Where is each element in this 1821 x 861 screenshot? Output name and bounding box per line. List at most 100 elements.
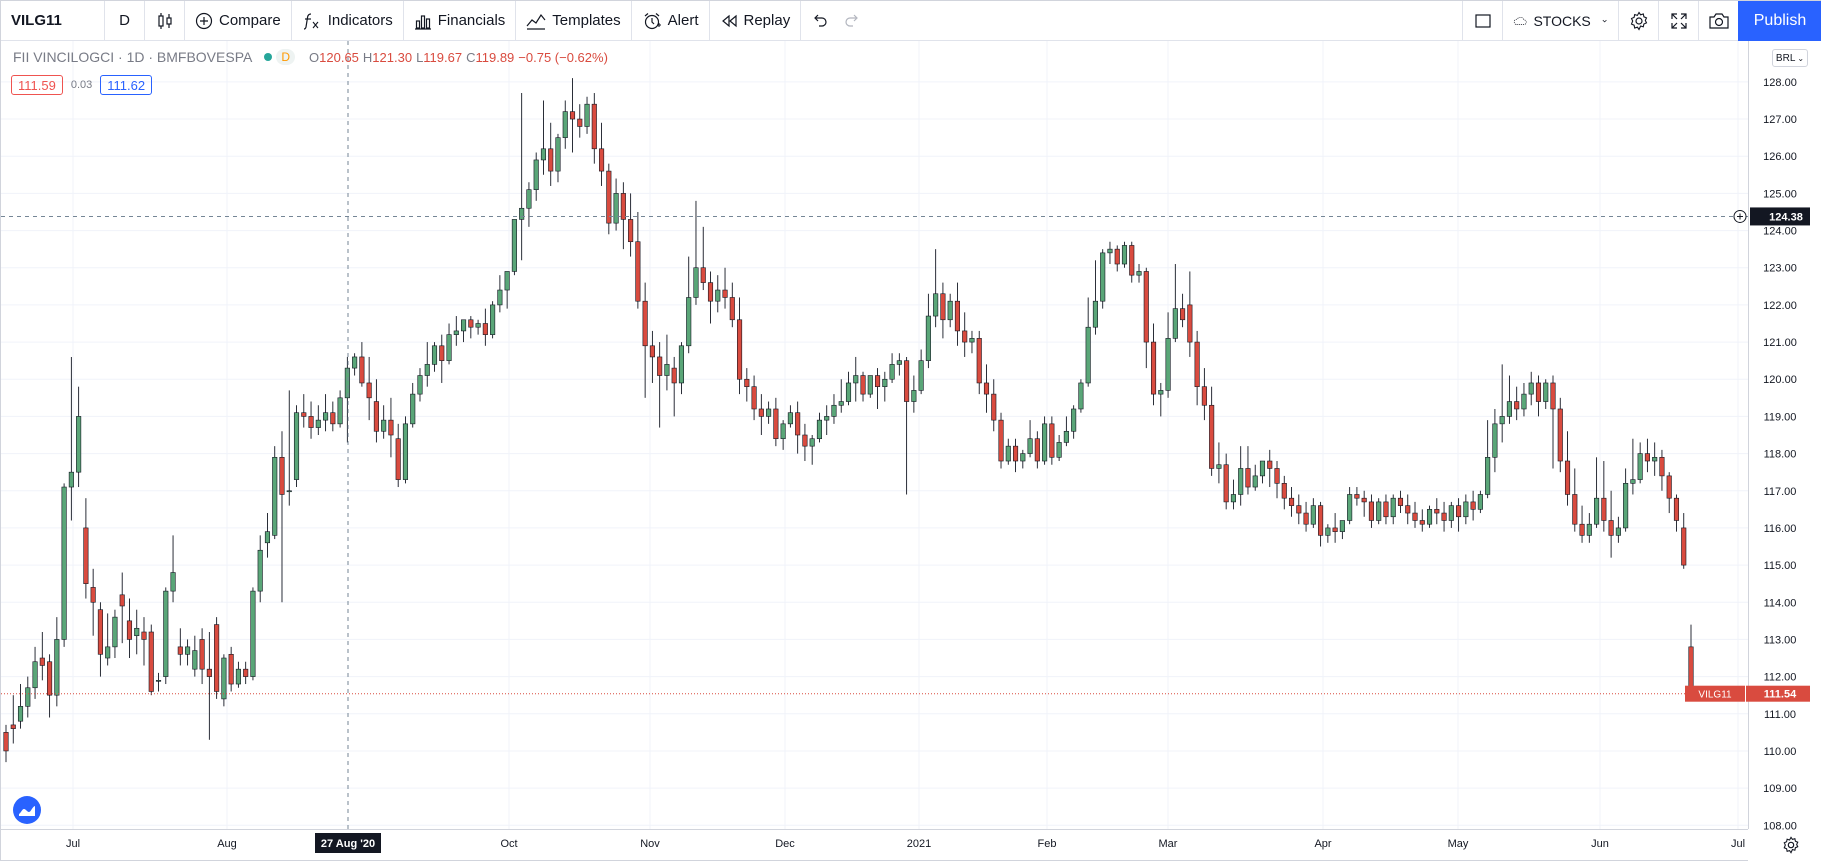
candle-body xyxy=(1514,401,1520,410)
candle xyxy=(635,211,641,309)
candle-body xyxy=(54,639,60,696)
interval-button[interactable]: D xyxy=(105,0,145,41)
candle xyxy=(642,282,648,398)
candle xyxy=(1594,457,1600,528)
candle-body xyxy=(1216,464,1222,469)
candle-body xyxy=(1209,404,1215,469)
price-axis[interactable]: 108.00 109.00 110.00 111.00 112.00 113.00 114.… xyxy=(1685,41,1821,861)
candle xyxy=(700,226,706,291)
chart-type-button[interactable] xyxy=(145,0,185,41)
candle xyxy=(388,397,394,458)
templates-button[interactable]: Templates xyxy=(516,0,632,41)
candle-body xyxy=(954,300,960,332)
candle xyxy=(519,93,525,261)
candle-body xyxy=(628,219,634,243)
fullscreen-layout-button[interactable] xyxy=(1462,0,1502,41)
indicators-button[interactable]: Indicators xyxy=(292,0,404,41)
axis-settings-button[interactable] xyxy=(1779,833,1803,857)
candle-body xyxy=(925,315,931,361)
candle-body xyxy=(1136,271,1142,276)
candle xyxy=(1419,509,1425,532)
candle xyxy=(1143,267,1149,369)
candle-body xyxy=(119,594,125,607)
candle xyxy=(875,368,881,409)
time-tick-label: Jul xyxy=(1731,838,1745,850)
add-alert-plus-icon[interactable] xyxy=(1733,209,1747,223)
publish-button[interactable]: Publish xyxy=(1738,0,1821,41)
candle xyxy=(867,375,873,398)
replay-button[interactable]: Replay xyxy=(710,0,802,41)
candle-body xyxy=(1405,505,1411,514)
candle-body xyxy=(933,293,939,317)
candle xyxy=(1209,386,1215,476)
symbol-search[interactable]: VILG11 xyxy=(1,0,105,41)
candle xyxy=(853,356,859,402)
candle-body xyxy=(1020,453,1026,462)
candle xyxy=(1318,501,1324,547)
candle-body xyxy=(816,419,822,440)
price-axis-bg xyxy=(1748,41,1821,861)
candle xyxy=(1201,368,1207,421)
candle-body xyxy=(1042,423,1048,462)
candle xyxy=(206,632,212,740)
candle-body xyxy=(1448,505,1454,521)
buy-price-button[interactable]: 111.62 xyxy=(100,75,153,95)
price-chart[interactable]: 108.00 109.00 110.00 111.00 112.00 113.00 114.… xyxy=(1,41,1821,861)
candle-body xyxy=(1492,423,1498,458)
candle xyxy=(1630,438,1636,495)
time-axis[interactable]: Jul Aug Oct Nov Dec 2021 Feb Mar Apr May Jun Jul 27 … xyxy=(1,829,1748,854)
redo-icon[interactable] xyxy=(843,12,861,30)
price-tick-label: 128.00 xyxy=(1763,77,1797,89)
candle xyxy=(279,431,285,603)
candle-body xyxy=(1303,512,1309,525)
snapshot-button[interactable] xyxy=(1698,0,1738,41)
layout-switch-button[interactable]: STOCKS xyxy=(1502,0,1618,41)
candle xyxy=(1238,446,1244,506)
candle-body xyxy=(1652,457,1658,462)
candle xyxy=(1107,241,1113,265)
candle xyxy=(1579,505,1585,543)
candle-body xyxy=(461,319,467,332)
sell-price-button[interactable]: 111.59 xyxy=(11,75,63,95)
settings-button[interactable] xyxy=(1618,0,1658,41)
candle-body xyxy=(947,300,953,321)
candle-body xyxy=(286,490,292,493)
alert-button[interactable]: Alert xyxy=(632,0,710,41)
candle xyxy=(402,416,409,484)
financials-button[interactable]: Financials xyxy=(404,0,517,41)
candle-body xyxy=(773,408,779,440)
currency-selector[interactable]: BRL ⌄ xyxy=(1772,49,1808,67)
candles-series xyxy=(3,78,1694,763)
candle-body xyxy=(686,297,692,347)
candle-body xyxy=(751,386,757,410)
candle-body xyxy=(315,419,321,428)
cloud-icon xyxy=(1513,16,1527,25)
candle xyxy=(1521,382,1527,417)
candle xyxy=(192,635,198,677)
candle xyxy=(286,390,292,506)
fullscreen-button[interactable] xyxy=(1658,0,1698,41)
candle xyxy=(395,423,401,488)
candle xyxy=(134,609,140,655)
candle xyxy=(584,96,590,134)
compare-button[interactable]: Compare xyxy=(185,0,292,41)
candle-body xyxy=(620,193,626,220)
undo-icon[interactable] xyxy=(811,12,829,30)
candle xyxy=(1230,479,1236,510)
candle-body xyxy=(642,300,648,347)
candle-body xyxy=(279,457,285,495)
candle-body xyxy=(25,687,31,707)
candle-body xyxy=(1092,300,1098,328)
price-tick-label: 115.00 xyxy=(1764,560,1797,572)
candle-body xyxy=(1281,483,1287,499)
candle-body xyxy=(1477,494,1483,510)
candle-body xyxy=(490,304,496,335)
candle-body xyxy=(896,360,902,365)
candle-body xyxy=(112,616,118,648)
candle-body xyxy=(10,724,16,729)
tradingview-logo-icon[interactable] xyxy=(13,796,41,824)
candle xyxy=(1034,431,1040,469)
candle xyxy=(1042,416,1048,465)
candle xyxy=(381,405,387,439)
candle-body xyxy=(882,378,888,387)
